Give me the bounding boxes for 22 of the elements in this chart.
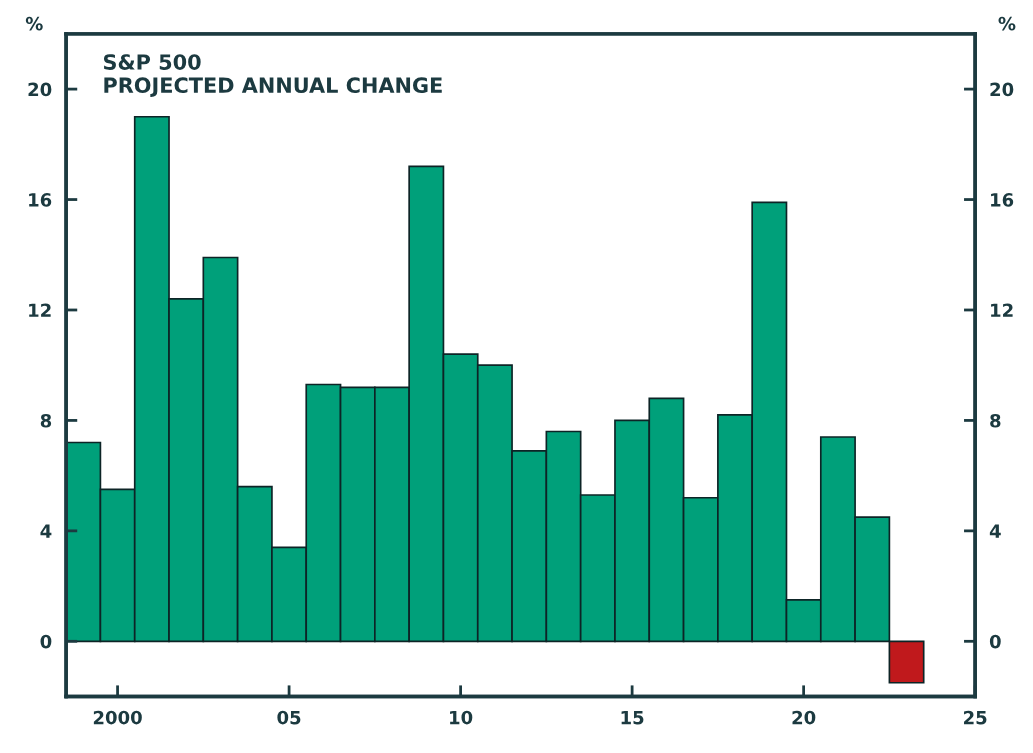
y2-tick-label: 0 <box>989 634 1001 649</box>
x-tick-label: 10 <box>450 710 473 725</box>
y2-tick-label: 4 <box>989 524 1001 538</box>
x-tick-label: 05 <box>277 710 301 725</box>
text: S&P 500 <box>103 54 201 70</box>
y-tick-label: 8 <box>40 413 52 428</box>
y-tick-label: 16 <box>29 193 52 207</box>
y-tick-label: 4 <box>40 524 52 538</box>
text: PROJECTED ANNUAL CHANGE <box>104 77 442 97</box>
y2-tick-label: 16 <box>991 193 1014 207</box>
x-tick-label: 25 <box>964 710 987 725</box>
x-tick-label: 20 <box>792 710 816 725</box>
y-axis-title: % <box>25 16 43 31</box>
y2-tick-label: 12 <box>991 303 1013 317</box>
y2-tick-label: 8 <box>990 413 1001 428</box>
y-tick-label: 12 <box>29 303 51 317</box>
x-tick-label: 15 <box>621 710 644 725</box>
y2-tick-label: 20 <box>990 82 1014 97</box>
y2-axis-title: % <box>998 16 1016 31</box>
x-tick-label: 2000 <box>93 710 142 725</box>
y-tick-label: 20 <box>28 82 52 97</box>
y-tick-label: 0 <box>40 634 52 649</box>
